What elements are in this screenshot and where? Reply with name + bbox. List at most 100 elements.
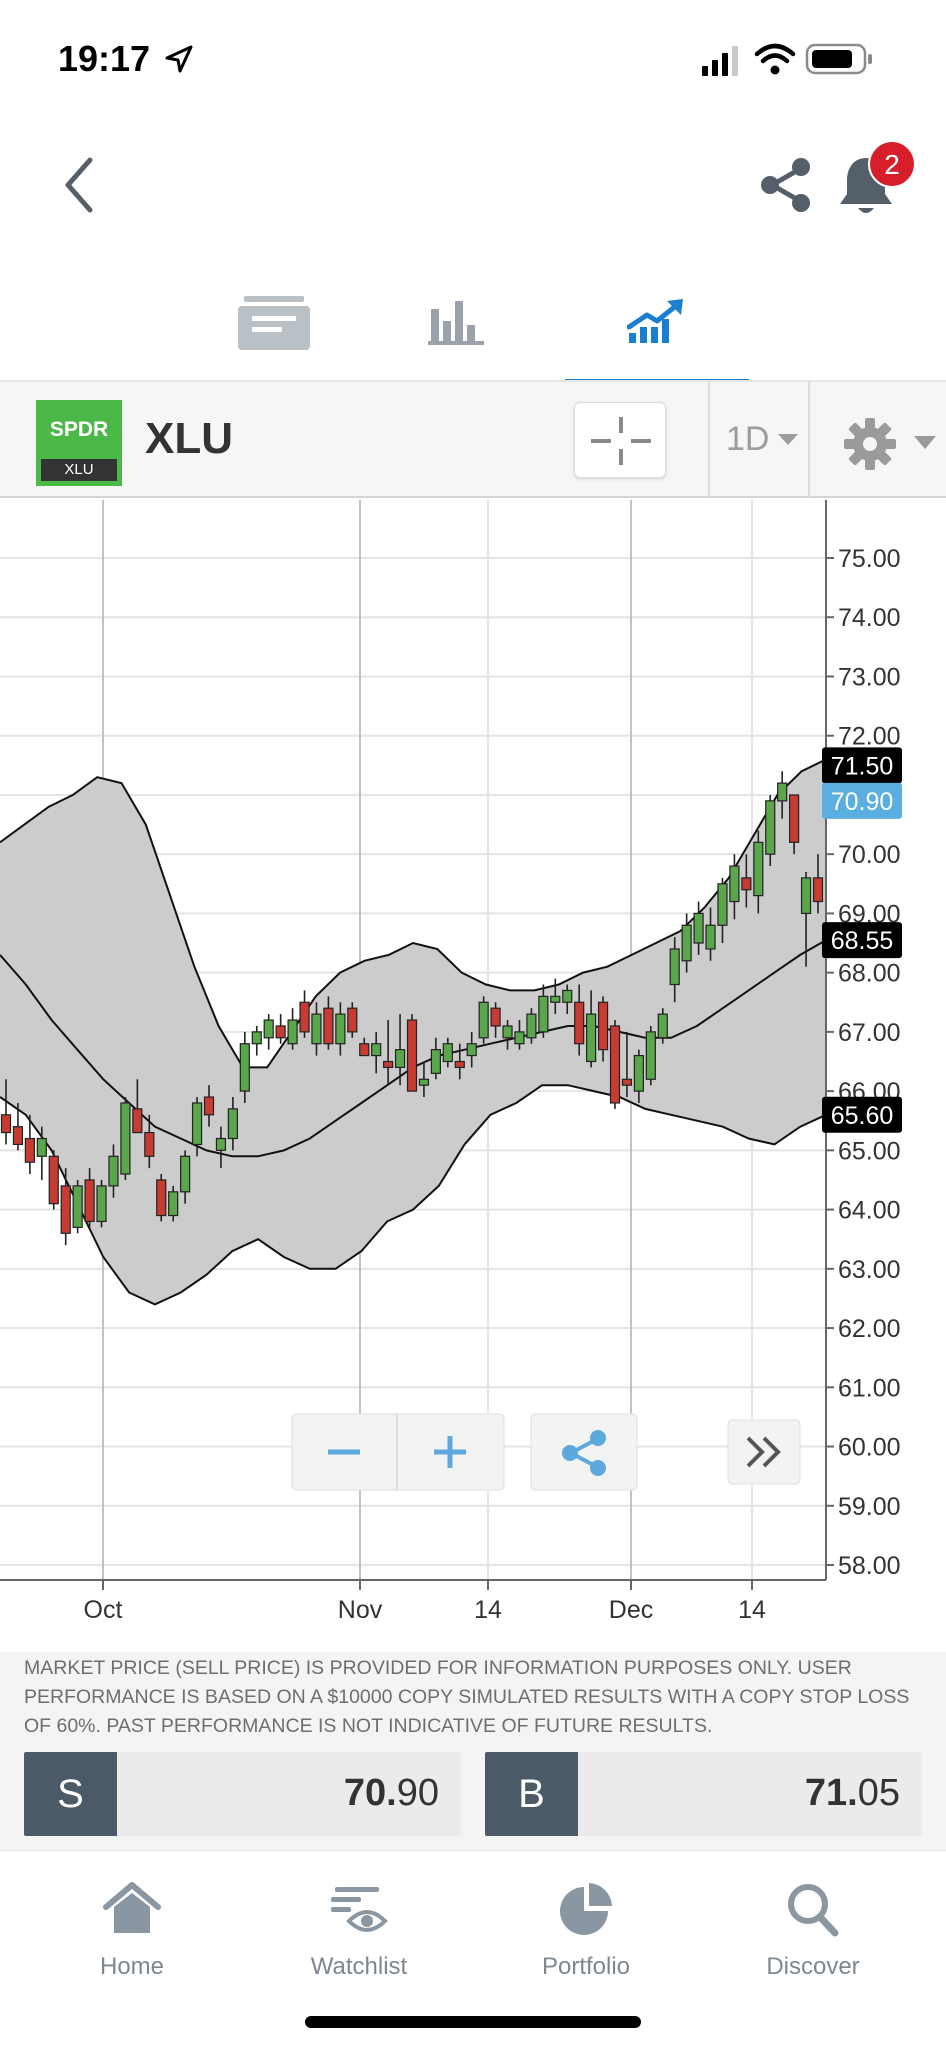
- zoom-out-button[interactable]: [292, 1414, 397, 1490]
- bollinger-upper-line: [0, 758, 827, 1069]
- chart-toolbar: SPDR XLU XLU 1D: [0, 382, 946, 498]
- x-axis-labels: Oct Nov 14 Dec 14: [0, 1579, 826, 1624]
- y-tick-label: 63.00: [838, 1256, 901, 1284]
- candle: [812, 854, 824, 914]
- candle: [430, 1037, 441, 1080]
- candle: [466, 1031, 477, 1068]
- share-icon[interactable]: [756, 155, 816, 215]
- candle: [574, 984, 585, 1056]
- price-marker-label: 71.50: [831, 752, 894, 780]
- interval-dropdown[interactable]: 1D: [708, 382, 808, 498]
- x-tick-label: Oct: [84, 1596, 123, 1624]
- candle: [203, 1085, 215, 1127]
- candle: [36, 1126, 47, 1180]
- candle: [335, 1002, 346, 1056]
- candle: [239, 1031, 250, 1103]
- price-marker-label: 65.60: [831, 1102, 894, 1130]
- candle: [681, 913, 692, 973]
- candle: [789, 794, 800, 855]
- nav-home-label: Home: [99, 1953, 165, 1980]
- candle: [48, 1150, 59, 1210]
- candle: [490, 1002, 501, 1038]
- candle: [550, 978, 561, 1015]
- candle: [562, 984, 573, 1015]
- candle: [180, 1150, 191, 1204]
- portfolio-icon: [560, 1883, 612, 1935]
- scroll-to-latest-button[interactable]: [727, 1419, 801, 1485]
- candle: [287, 1008, 298, 1050]
- candle: [800, 871, 812, 967]
- candle: [478, 996, 489, 1044]
- nav-discover[interactable]: Discover: [723, 1881, 903, 2001]
- gear-icon: [844, 418, 896, 470]
- bollinger-lower-line: [0, 1084, 827, 1306]
- candle: [359, 1037, 370, 1057]
- buy-price: 71.05: [804, 1772, 900, 1814]
- nav-portfolio[interactable]: Portfolio: [496, 1881, 676, 2001]
- x-tick-label: Nov: [338, 1596, 383, 1624]
- tab-stats[interactable]: [366, 260, 550, 384]
- nav-watchlist[interactable]: Watchlist: [269, 1881, 449, 2001]
- crosshair-icon: [591, 417, 651, 465]
- candle: [323, 996, 334, 1050]
- trend-chart-icon: [627, 299, 683, 343]
- price-marker: 65.60: [822, 1096, 902, 1133]
- bottom-nav: Home Watchlist Portfolio Disc: [0, 1850, 946, 2048]
- chart-settings-button[interactable]: [808, 382, 946, 498]
- candle: [60, 1168, 71, 1246]
- candle: [657, 1008, 668, 1044]
- sell-letter: S: [24, 1752, 117, 1836]
- candle: [96, 1179, 107, 1228]
- back-chevron-icon[interactable]: [48, 150, 118, 220]
- candle: [621, 1031, 633, 1098]
- nav-home[interactable]: Home: [42, 1881, 222, 2001]
- buy-button[interactable]: B 71.05: [485, 1752, 922, 1836]
- candle: [717, 877, 728, 944]
- candle: [693, 901, 704, 955]
- candle: [442, 1037, 453, 1068]
- x-tick-label: Dec: [609, 1596, 653, 1624]
- candle: [72, 1179, 83, 1234]
- y-tick-label: 65.00: [838, 1137, 901, 1165]
- instrument-logo: SPDR XLU: [36, 400, 122, 486]
- candle: [24, 1114, 35, 1175]
- price-marker-label: 70.90: [831, 788, 894, 816]
- nav-portfolio-label: Portfolio: [541, 1953, 631, 1980]
- interval-value: 1D: [726, 420, 770, 458]
- zoom-in-button[interactable]: [397, 1414, 504, 1490]
- tab-news[interactable]: [182, 260, 366, 384]
- price-chart[interactable]: 75.0074.0073.0072.0071.0070.0069.0068.00…: [0, 500, 946, 1650]
- y-tick-label: 60.00: [838, 1434, 901, 1462]
- tabs-divider: [0, 380, 946, 382]
- news-icon: [238, 296, 310, 350]
- bar-chart-icon: [428, 301, 484, 345]
- candle: [765, 794, 776, 867]
- crosshair-button[interactable]: [574, 402, 666, 478]
- price-marker: 68.55: [822, 922, 902, 959]
- candle: [526, 1008, 537, 1044]
- trade-row: S 70.90 B 71.05: [0, 1740, 946, 1850]
- candle: [502, 1020, 513, 1050]
- y-tick-label: 74.00: [838, 604, 901, 632]
- y-tick-label: 64.00: [838, 1197, 901, 1225]
- top-nav: 2: [0, 120, 946, 245]
- candle: [215, 1126, 227, 1169]
- candle: [299, 990, 310, 1038]
- candle: [371, 1031, 382, 1074]
- watchlist-icon: [331, 1887, 388, 1932]
- candle: [251, 1025, 262, 1056]
- y-tick-label: 72.00: [838, 723, 901, 751]
- disclaimer: MARKET PRICE (SELL PRICE) IS PROVIDED FO…: [0, 1652, 946, 1740]
- location-arrow-icon: [165, 45, 193, 73]
- x-tick-label: 14: [474, 1596, 502, 1624]
- notification-badge: 2: [868, 140, 916, 188]
- chart-share-button[interactable]: [530, 1413, 638, 1491]
- sell-button[interactable]: S 70.90: [24, 1752, 461, 1836]
- view-tabs: [0, 260, 946, 384]
- home-icon: [103, 1882, 161, 1933]
- candle: [633, 1049, 644, 1103]
- candle: [227, 1097, 238, 1151]
- instrument-ticker: XLU: [145, 414, 233, 463]
- share-icon: [562, 1430, 606, 1476]
- tab-chart[interactable]: [565, 260, 749, 384]
